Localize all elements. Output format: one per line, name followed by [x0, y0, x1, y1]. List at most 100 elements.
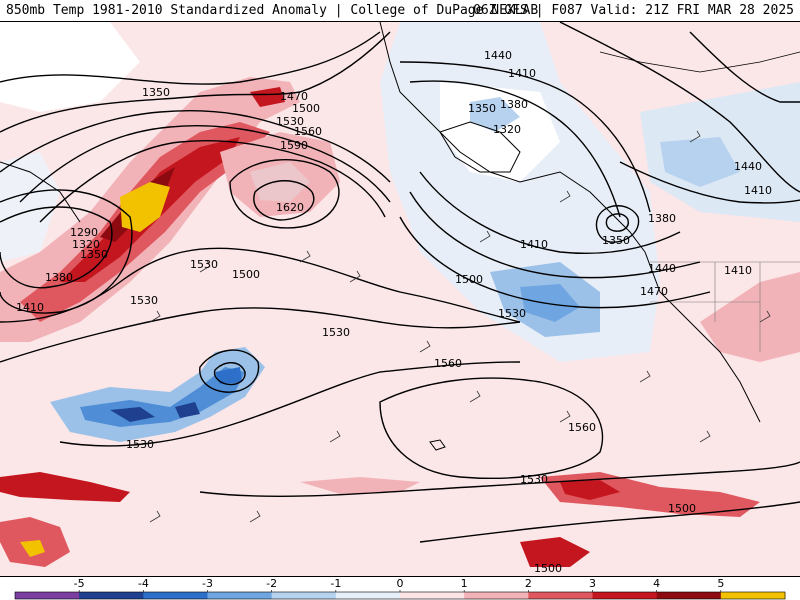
neutral-region-nw [0, 22, 140, 112]
contour-label: 1440 [648, 262, 676, 275]
contour-low-1350 [0, 189, 133, 314]
warm-patch-north [250, 87, 285, 107]
contour-line-1500-south [419, 501, 800, 543]
contour-label: 1410 [16, 301, 44, 314]
color-scale-tick-label: 4 [653, 577, 661, 590]
contour-label: 1440 [484, 49, 512, 62]
contour-label: 1350 [80, 248, 108, 261]
contour-line-1530 [19, 125, 391, 203]
contour-label: 1410 [520, 238, 548, 251]
contour-label: 1620 [276, 201, 304, 214]
color-scale-tick-label: -5 [73, 577, 85, 590]
model-run-info: 06Z GFS | F087 Valid: 21Z FRI MAR 28 202… [473, 3, 794, 18]
hot-streak-se [560, 480, 620, 500]
contour-line-1410-gulf [409, 80, 621, 218]
contour-ring-low-inner [213, 362, 246, 386]
color-scale-tick-label: 5 [717, 577, 725, 590]
contour-label: 1350 [142, 86, 170, 99]
wind-barb [199, 260, 211, 273]
contour-label: 1560 [434, 357, 462, 370]
contour-line-1470-south [399, 216, 711, 309]
canada-arctic-coastline [599, 51, 800, 73]
color-scale-tick-label: -2 [266, 577, 278, 590]
contour-line-1560 [39, 140, 386, 223]
wind-barb [149, 310, 161, 323]
color-scale-segment [15, 592, 80, 599]
contour-label: 1290 [70, 226, 98, 239]
warm-core-high [250, 162, 310, 202]
cold-patch-ring [215, 367, 242, 384]
cool-patch-canada [660, 137, 740, 187]
contour-line-1440-south [409, 191, 701, 279]
color-scale-graphic [14, 590, 786, 600]
contour-label: 1410 [744, 184, 772, 197]
color-scale-bar: -5 -4 -3 -2 -1 0 1 2 3 4 5 [0, 577, 800, 600]
hawaii-outline [429, 439, 446, 451]
warm-patch-south [520, 537, 590, 567]
color-scale-segment [464, 592, 529, 599]
map-title: 850mb Temp 1981-2010 Standardized Anomal… [6, 3, 539, 18]
wind-barb [299, 250, 311, 263]
contour-labels: 1350 1470 1500 1530 1560 1590 1620 1290 … [16, 49, 772, 575]
color-scale-segment [528, 592, 593, 599]
west-coast-outline [644, 251, 761, 423]
color-scale-segments [14, 590, 786, 600]
color-scale-segment [79, 592, 144, 599]
contour-label: 1320 [72, 238, 100, 251]
wind-barb [249, 510, 261, 523]
color-scale-tick-label: -1 [330, 577, 342, 590]
warm-streak-mid [300, 477, 420, 494]
contour-label: 1530 [190, 258, 218, 271]
contour-label: 1410 [508, 67, 536, 80]
warm-region-west-us [700, 272, 800, 362]
contour-label: 1500 [292, 102, 320, 115]
wind-barb [759, 310, 771, 323]
contour-line-1500-mid [0, 307, 521, 363]
color-scale-segment [207, 592, 273, 599]
wind-barbs [149, 130, 771, 523]
contour-label: 1560 [568, 421, 596, 434]
wind-barb [329, 430, 341, 443]
contour-label: 1530 [498, 307, 526, 320]
contour-label: 1500 [534, 562, 562, 575]
color-scale-tick-label: 2 [524, 577, 532, 590]
extreme-warm-patch [120, 182, 170, 232]
color-scale-tick-label: -4 [137, 577, 149, 590]
contour-label: 1350 [468, 102, 496, 115]
contour-line-1530-sw [199, 461, 800, 497]
contour-line-1350 [0, 31, 381, 85]
wind-barb [149, 510, 161, 523]
wind-barb [469, 390, 481, 403]
contour-label: 1440 [734, 160, 762, 173]
color-scale-tick-label: 1 [460, 577, 468, 590]
color-scale-segment [400, 592, 465, 599]
contour-high-1560 [379, 377, 604, 479]
contour-label: 1380 [45, 271, 73, 284]
contour-label: 1560 [294, 125, 322, 138]
wind-barb [559, 190, 571, 203]
contour-line-1500 [0, 110, 391, 183]
contour-label: 1320 [493, 123, 521, 136]
contour-ring-gulf-low [595, 205, 640, 243]
coldest-patch-1 [110, 407, 155, 422]
contour-line-1410-bc [619, 161, 800, 204]
color-scale-segment [335, 592, 401, 599]
contour-label: 1470 [640, 285, 668, 298]
header-bar: 850mb Temp 1981-2010 Standardized Anomal… [0, 0, 800, 22]
wind-barb [699, 430, 711, 443]
warm-streak-sw [0, 472, 130, 502]
color-scale-segment [592, 592, 658, 599]
contour-ring-gulf-low-inner [605, 213, 629, 232]
contour-line-1440-gulf [399, 61, 651, 213]
wind-barb [559, 410, 571, 423]
contour-label: 1590 [280, 139, 308, 152]
coldest-patch-2 [175, 402, 200, 418]
contour-line-1530-mid [0, 247, 521, 323]
contour-label: 1500 [232, 268, 260, 281]
contour-ring-1590 [229, 159, 340, 229]
contour-label: 1530 [322, 326, 350, 339]
contour-label: 1350 [602, 234, 630, 247]
anomaly-map: 1350 1470 1500 1530 1560 1590 1620 1290 … [0, 22, 800, 576]
contour-low-1290 [0, 206, 113, 289]
cool-patch-1 [470, 97, 520, 132]
